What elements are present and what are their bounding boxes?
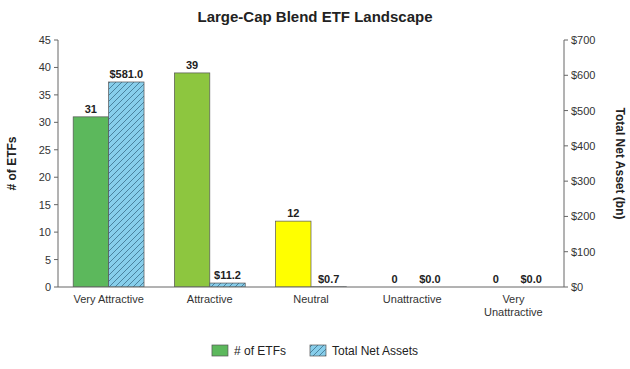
data-label: $0.0 bbox=[520, 273, 541, 285]
bar bbox=[276, 221, 311, 287]
legend-label: # of ETFs bbox=[234, 344, 286, 358]
data-label: $0.0 bbox=[419, 273, 440, 285]
data-label: 12 bbox=[287, 207, 299, 219]
y-tick bbox=[54, 287, 58, 288]
y-tick-label: 35 bbox=[39, 89, 51, 101]
y2-tick bbox=[564, 145, 568, 146]
x-tick-label: VeryUnattractive bbox=[484, 293, 543, 318]
y-tick-label: 15 bbox=[39, 199, 51, 211]
y-axis-label: # of ETFs bbox=[5, 136, 19, 190]
y-tick bbox=[54, 122, 58, 123]
y-tick bbox=[54, 40, 58, 41]
y2-tick bbox=[564, 181, 568, 182]
y-tick-label: 25 bbox=[39, 144, 51, 156]
chart: Large-Cap Blend ETF Landscape 0 5 10 15 20 25 3… bbox=[0, 0, 630, 369]
data-label: 31 bbox=[85, 103, 97, 115]
y-tick bbox=[54, 177, 58, 178]
y-tick-label: 30 bbox=[39, 116, 51, 128]
y2-axis-line bbox=[564, 40, 565, 287]
y-tick bbox=[54, 259, 58, 260]
y2-tick-label: $0 bbox=[571, 281, 583, 293]
y-tick-label: 0 bbox=[45, 281, 51, 293]
bar bbox=[174, 73, 209, 287]
legend-swatch bbox=[212, 345, 228, 356]
x-tick-label: Unattractive bbox=[383, 293, 442, 305]
y-tick-label: 10 bbox=[39, 226, 51, 238]
legend-label: Total Net Assets bbox=[332, 344, 418, 358]
legend: # of ETFs Total Net Assets bbox=[212, 344, 418, 358]
y2-tick-label: $700 bbox=[571, 34, 595, 46]
x-tick-label: Neutral bbox=[293, 293, 328, 305]
x-tick-label: Very Attractive bbox=[73, 293, 143, 305]
y-tick bbox=[54, 204, 58, 205]
y2-tick bbox=[564, 110, 568, 111]
x-tick-label-line: Very Attractive bbox=[73, 293, 143, 305]
y2-axis-label: Total Net Asset (bn) bbox=[613, 107, 627, 219]
x-tick-label-line: Attractive bbox=[187, 293, 233, 305]
y2-tick-label: $500 bbox=[571, 105, 595, 117]
y-tick bbox=[54, 149, 58, 150]
x-axis-line bbox=[58, 287, 564, 288]
data-label: 0 bbox=[493, 273, 499, 285]
legend-swatch bbox=[310, 345, 326, 356]
data-label: $581.0 bbox=[109, 68, 143, 80]
x-tick-label-line: Unattractive bbox=[484, 306, 543, 318]
y2-tick bbox=[564, 216, 568, 217]
y2-tick-label: $200 bbox=[571, 210, 595, 222]
y2-tick-label: $600 bbox=[571, 69, 595, 81]
data-label: 39 bbox=[186, 59, 198, 71]
data-label: $11.2 bbox=[214, 269, 241, 281]
bar bbox=[109, 82, 144, 287]
bar bbox=[210, 283, 245, 287]
y-tick-label: 20 bbox=[39, 171, 51, 183]
bar bbox=[73, 117, 108, 287]
y2-tick-label: $400 bbox=[571, 140, 595, 152]
y2-tick bbox=[564, 40, 568, 41]
data-label: $0.7 bbox=[318, 273, 339, 285]
y2-tick-label: $100 bbox=[571, 246, 595, 258]
title: Large-Cap Blend ETF Landscape bbox=[197, 8, 432, 25]
x-tick-label-line: Neutral bbox=[293, 293, 328, 305]
y-tick-label: 5 bbox=[45, 254, 51, 266]
y-tick bbox=[54, 67, 58, 68]
y-tick bbox=[54, 232, 58, 233]
x-tick-label-line: Unattractive bbox=[383, 293, 442, 305]
y2-tick bbox=[564, 251, 568, 252]
y-axis-line bbox=[58, 40, 59, 287]
data-label: 0 bbox=[391, 273, 397, 285]
x-tick-label-line: Very bbox=[502, 293, 525, 305]
y-tick-label: 45 bbox=[39, 34, 51, 46]
y2-tick bbox=[564, 287, 568, 288]
y-tick-label: 40 bbox=[39, 61, 51, 73]
y-tick bbox=[54, 94, 58, 95]
y2-tick bbox=[564, 75, 568, 76]
bars bbox=[73, 73, 346, 287]
y2-tick-label: $300 bbox=[571, 175, 595, 187]
x-tick-label: Attractive bbox=[187, 293, 233, 305]
